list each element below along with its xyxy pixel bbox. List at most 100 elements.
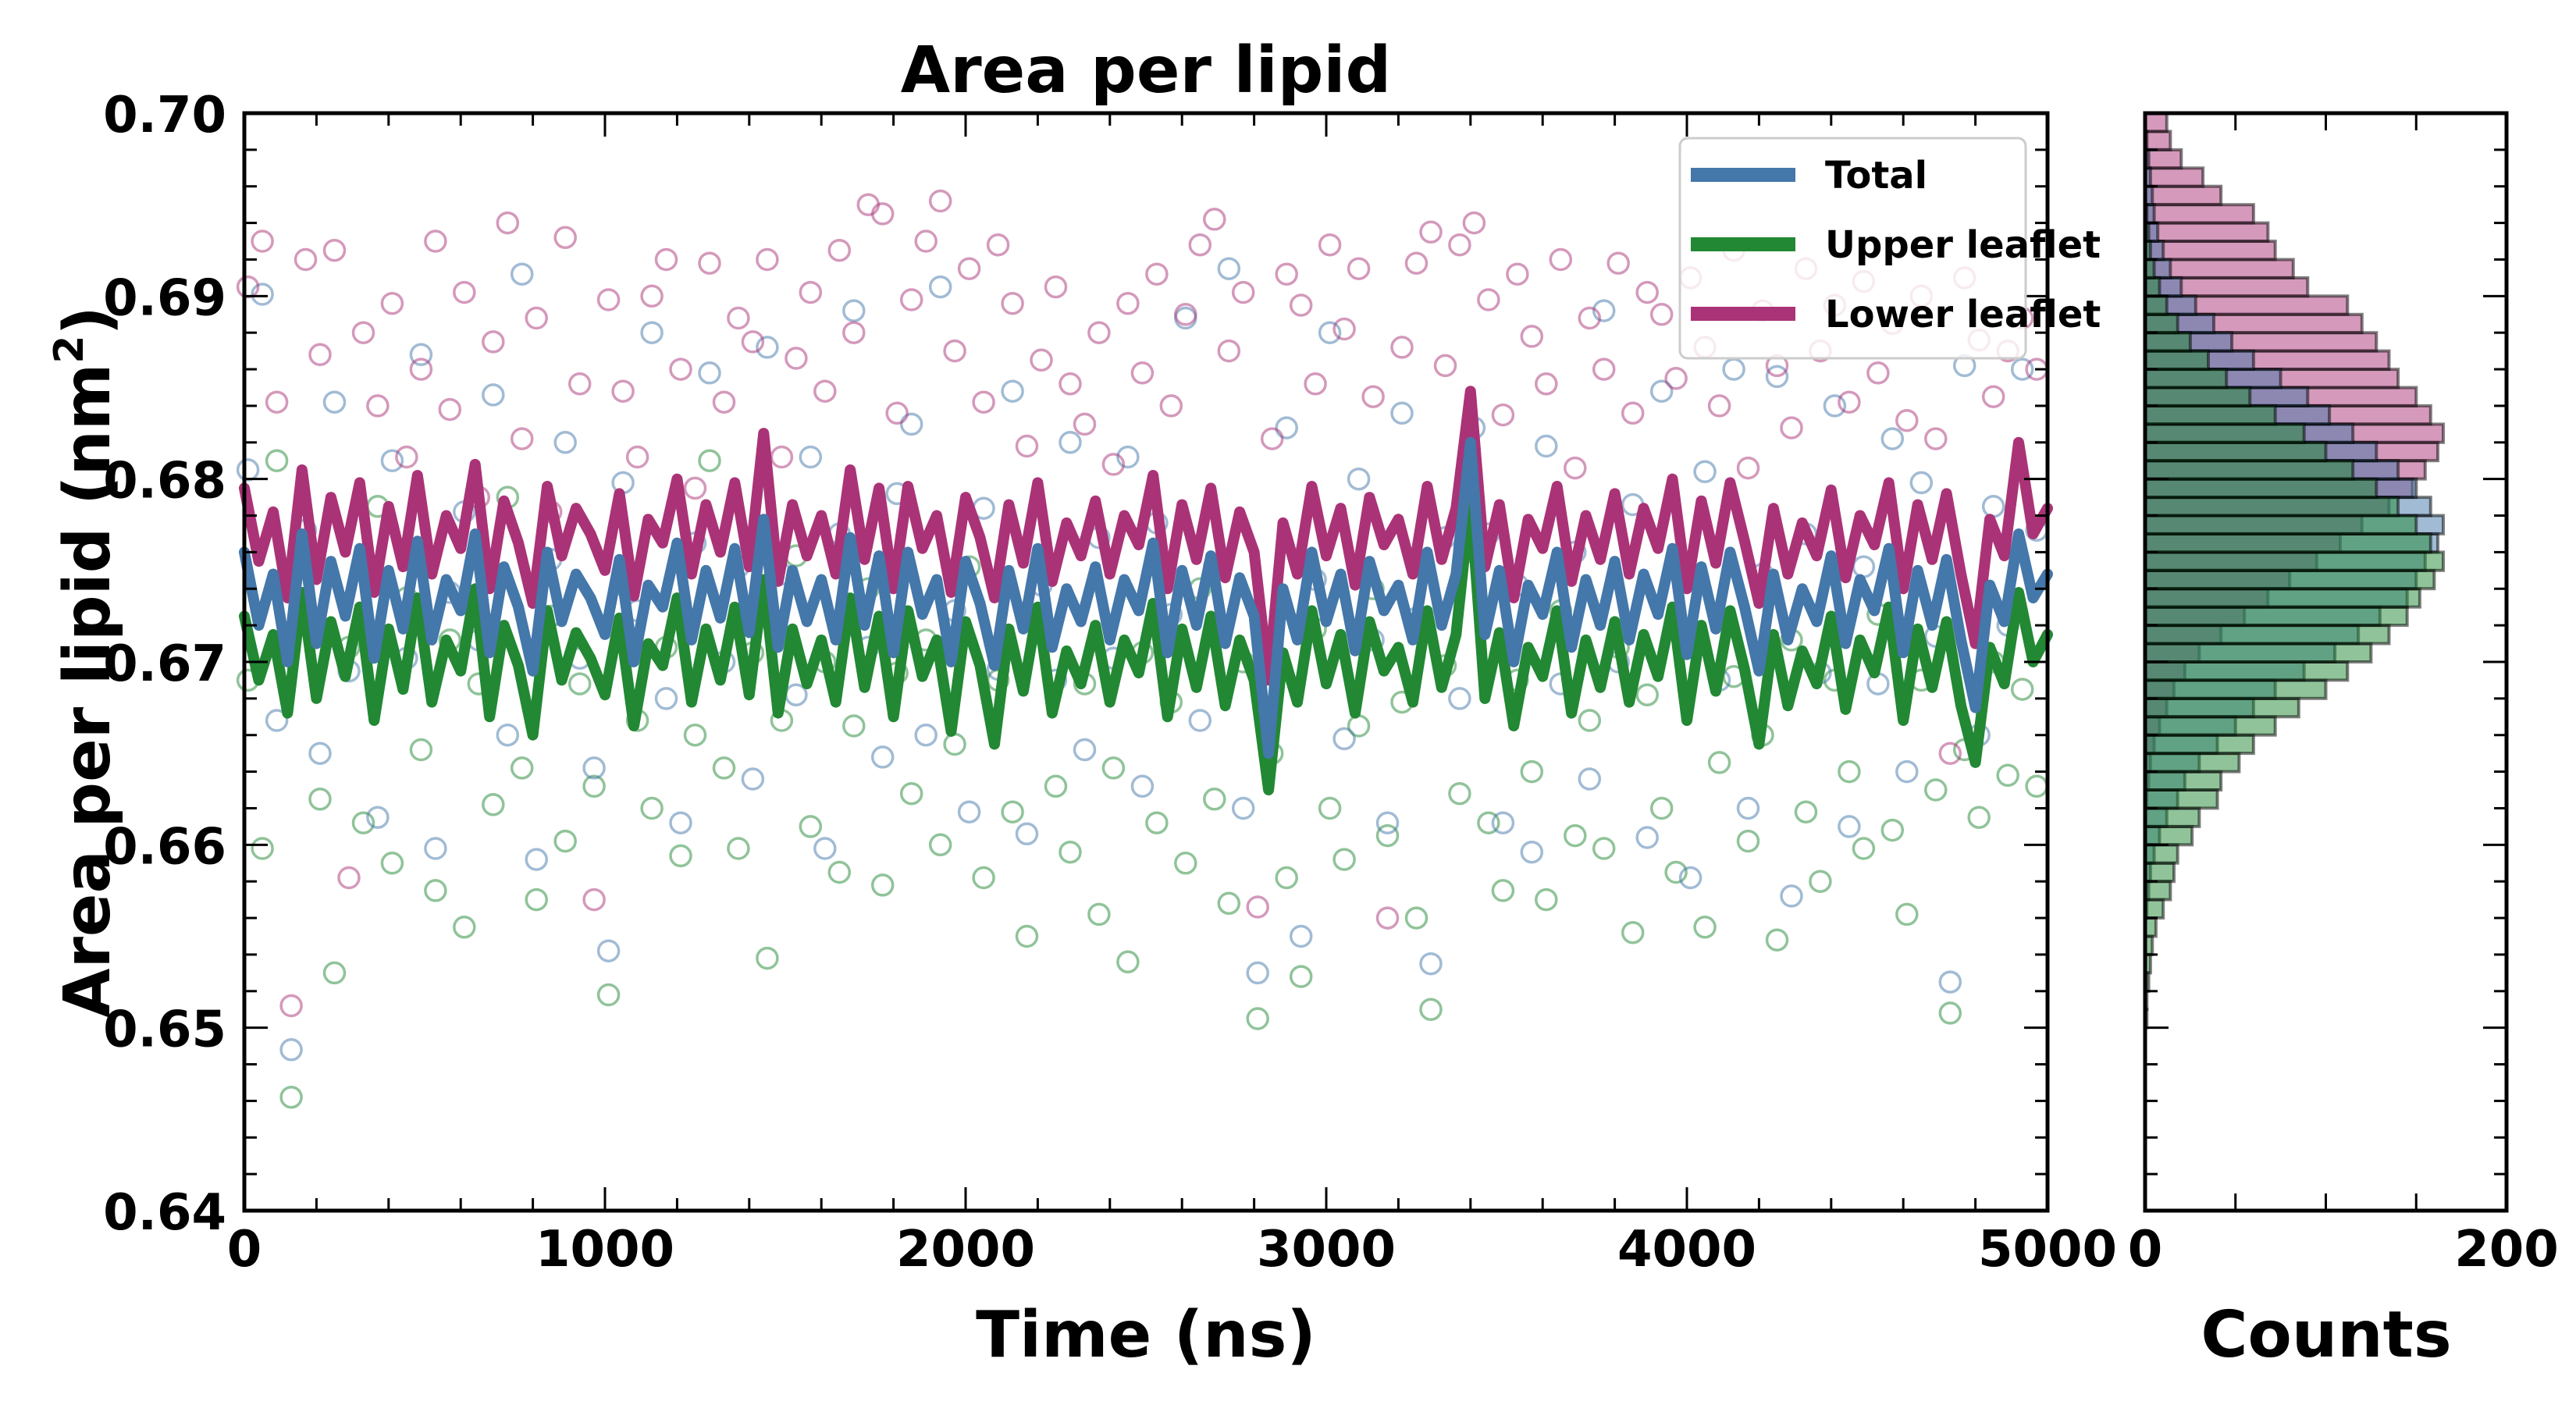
scatter-point-lower-leaflet bbox=[1130, 361, 1155, 385]
scatter-point-total bbox=[899, 412, 923, 436]
scatter-point-lower-leaflet bbox=[1188, 233, 1212, 257]
histogram-bar-upper-leaflet bbox=[2144, 733, 2255, 756]
y-tick-label: 0.70 bbox=[103, 87, 226, 144]
histogram-bar-upper-leaflet bbox=[2144, 587, 2421, 609]
scatter-point-lower-leaflet bbox=[265, 390, 289, 414]
scatter-point-lower-leaflet bbox=[1419, 220, 1443, 244]
histogram-bar-lower-leaflet bbox=[2144, 221, 2270, 244]
line-layer bbox=[239, 386, 2053, 795]
scatter-point-lower-leaflet bbox=[986, 233, 1010, 257]
scatter-point-lower-leaflet bbox=[1924, 427, 1948, 450]
scatter-point-lower-leaflet bbox=[756, 247, 779, 272]
scatter-point-lower-leaflet bbox=[1260, 427, 1284, 450]
scatter-point-upper-leaflet bbox=[1924, 778, 1948, 802]
scatter-point-upper-leaflet bbox=[1707, 751, 1731, 774]
scatter-point-total bbox=[1130, 774, 1155, 799]
scatter-point-upper-leaflet bbox=[1217, 891, 1241, 916]
histogram-bar-upper-leaflet bbox=[2144, 715, 2277, 737]
scatter-point-lower-leaflet bbox=[654, 247, 678, 272]
scatter-point-lower-leaflet bbox=[943, 339, 966, 363]
y-axis-label-close: ) bbox=[51, 306, 125, 335]
scatter-point-total bbox=[1981, 495, 2005, 518]
scatter-point-lower-leaflet bbox=[322, 238, 347, 262]
scatter-point-lower-leaflet bbox=[813, 379, 837, 403]
scatter-point-total bbox=[957, 800, 981, 823]
scatter-point-lower-leaflet bbox=[899, 288, 923, 311]
scatter-point-upper-leaflet bbox=[1375, 823, 1400, 848]
scatter-point-lower-leaflet bbox=[1231, 280, 1255, 304]
scatter-point-lower-leaflet bbox=[1404, 251, 1429, 275]
scatter-point-total bbox=[366, 806, 390, 829]
scatter-point-upper-leaflet bbox=[525, 887, 548, 912]
scatter-point-lower-leaflet bbox=[553, 226, 577, 250]
histogram-bar-upper-leaflet bbox=[2144, 861, 2176, 884]
scatter-point-upper-leaflet bbox=[1477, 811, 1500, 834]
scatter-point-total bbox=[1852, 555, 1876, 578]
scatter-point-total bbox=[842, 299, 866, 322]
scatter-point-lower-leaflet bbox=[1159, 394, 1183, 418]
scatter-point-lower-leaflet bbox=[1433, 354, 1457, 378]
histogram-bar-upper-leaflet bbox=[2144, 788, 2219, 810]
scatter-point-upper-leaflet bbox=[712, 756, 736, 780]
scatter-point-total bbox=[1217, 257, 1241, 280]
scatter-point-lower-leaflet bbox=[308, 343, 332, 367]
scatter-point-upper-leaflet bbox=[1794, 800, 1818, 823]
scatter-point-lower-leaflet bbox=[510, 427, 534, 450]
scatter-point-total bbox=[1765, 365, 1789, 389]
scatter-point-lower-leaflet bbox=[1549, 247, 1573, 272]
scatter-point-upper-leaflet bbox=[1044, 774, 1068, 799]
scatter-point-upper-leaflet bbox=[553, 829, 577, 853]
scatter-point-lower-leaflet bbox=[1664, 367, 1688, 390]
scatter-point-upper-leaflet bbox=[1419, 998, 1443, 1021]
scatter-point-upper-leaflet bbox=[1996, 763, 2019, 788]
y-tick-label: 0.65 bbox=[103, 1001, 226, 1059]
scatter-point-lower-leaflet bbox=[1606, 251, 1630, 275]
y-tick-label: 0.67 bbox=[103, 635, 226, 693]
scatter-point-total bbox=[1001, 379, 1024, 403]
y-tick-label: 0.66 bbox=[103, 818, 226, 876]
scatter-point-lower-leaflet bbox=[1866, 361, 1890, 385]
scatter-point-upper-leaflet bbox=[972, 866, 995, 890]
scatter-point-lower-leaflet bbox=[1506, 262, 1529, 286]
line-total bbox=[239, 436, 2053, 759]
histogram-bar-upper-leaflet bbox=[2144, 752, 2241, 774]
scatter-point-lower-leaflet bbox=[525, 306, 548, 330]
scatter-point-lower-leaflet bbox=[669, 357, 692, 381]
scatter-point-lower-leaflet bbox=[1780, 416, 1803, 439]
histogram-bar-upper-leaflet bbox=[2144, 477, 2379, 500]
scatter-point-total bbox=[1318, 321, 1342, 344]
scatter-point-upper-leaflet bbox=[1852, 837, 1876, 860]
scatter-point-total bbox=[582, 756, 606, 780]
scatter-point-lower-leaflet bbox=[1332, 317, 1356, 341]
scatter-point-lower-leaflet bbox=[438, 397, 462, 422]
histogram-xtick-label-200: 200 bbox=[2454, 1221, 2559, 1279]
scatter-point-lower-leaflet bbox=[596, 288, 621, 311]
scatter-point-upper-leaflet bbox=[727, 837, 750, 860]
scatter-point-lower-leaflet bbox=[482, 330, 505, 354]
histogram-bar-upper-leaflet bbox=[2144, 678, 2328, 700]
scatter-point-lower-leaflet bbox=[1217, 339, 1241, 363]
scatter-point-lower-leaflet bbox=[424, 229, 447, 253]
x-tick-label: 1000 bbox=[535, 1221, 674, 1279]
scatter-point-lower-leaflet bbox=[1578, 306, 1602, 330]
scatter-point-upper-leaflet bbox=[1765, 928, 1789, 951]
scatter-point-total bbox=[1188, 709, 1212, 732]
x-axis-label: Time (ns) bbox=[976, 1298, 1316, 1372]
scatter-point-total bbox=[1678, 866, 1703, 890]
scatter-point-lower-leaflet bbox=[1448, 233, 1471, 257]
scatter-point-lower-leaflet bbox=[1059, 372, 1082, 396]
scatter-point-lower-leaflet bbox=[625, 445, 649, 469]
scatter-point-total bbox=[279, 1038, 303, 1062]
scatter-point-lower-leaflet bbox=[1635, 280, 1659, 304]
y-axis-label-superscript: 2 bbox=[46, 336, 93, 364]
histogram-bar-upper-leaflet bbox=[2144, 605, 2409, 628]
scatter-point-upper-leaflet bbox=[1967, 806, 1991, 829]
histogram-bar-upper-leaflet bbox=[2144, 532, 2432, 554]
scatter-point-lower-leaflet bbox=[640, 284, 664, 308]
scatter-point-upper-leaflet bbox=[1246, 1007, 1269, 1030]
scatter-point-lower-leaflet bbox=[496, 211, 520, 235]
scatter-point-total bbox=[1780, 884, 1803, 908]
legend-item-total: Total bbox=[1691, 154, 1927, 197]
scatter-point-total bbox=[496, 723, 520, 747]
scatter-point-total bbox=[525, 848, 548, 871]
